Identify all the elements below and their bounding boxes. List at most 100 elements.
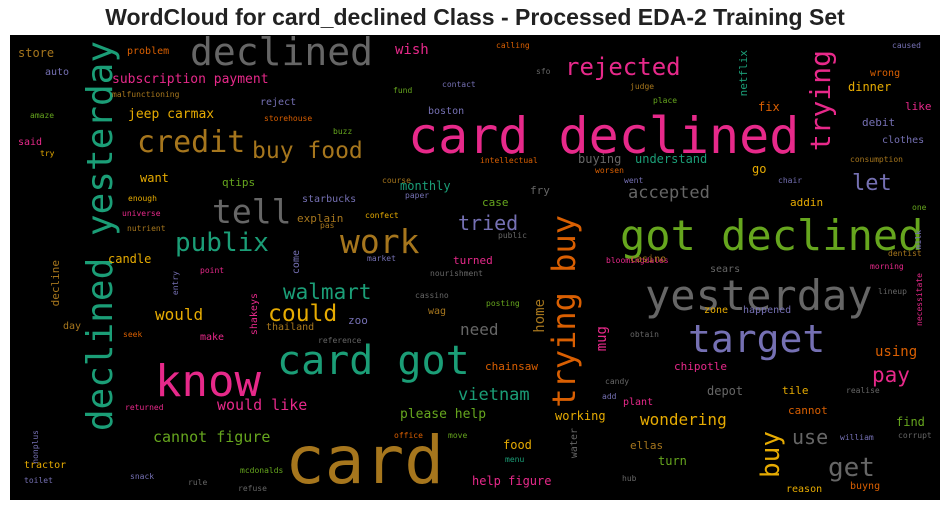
word-zoo: zoo (348, 314, 368, 327)
word-explain: explain (297, 212, 344, 225)
word-depot: depot (707, 384, 744, 398)
word-got-declined: got declined (620, 211, 924, 260)
word-work: work (340, 222, 420, 261)
word-buy: buy (756, 431, 786, 478)
word-card-got: card got (277, 338, 470, 384)
word-please-help: please help (400, 407, 487, 422)
word-morning: morning (870, 262, 904, 271)
word-come: come (291, 250, 302, 275)
word-case: case (482, 196, 509, 209)
word-understand: understand (635, 152, 708, 166)
word-pay: pay (872, 363, 910, 387)
word-hub: hub (622, 474, 637, 483)
word-caused: caused (892, 41, 921, 50)
word-water: water (569, 428, 580, 459)
word-auto: auto (45, 67, 70, 78)
word-boston: boston (428, 106, 465, 117)
word-buyng: buyng (850, 481, 881, 492)
word-move: move (448, 431, 468, 440)
word-plant: plant (623, 397, 654, 408)
word-dentist: dentist (888, 249, 922, 258)
word-store: store (18, 46, 55, 60)
word-market: market (367, 254, 396, 263)
word-could: could (268, 301, 338, 327)
word-use: use (792, 425, 829, 449)
word-chipotle: chipotle (674, 360, 727, 373)
word-card: card (285, 422, 444, 499)
word-cassino: cassino (415, 291, 449, 300)
word-buzz: buzz (333, 127, 353, 136)
word-tile: tile (782, 384, 809, 397)
word-course: course (382, 176, 411, 185)
word-posting: posting (486, 299, 520, 308)
word-decline: decline (49, 260, 62, 307)
word-make: make (200, 332, 225, 343)
word-vietnam: vietnam (458, 385, 530, 405)
word-mcdonalds: mcdonalds (240, 466, 284, 475)
word-walmart: walmart (283, 280, 372, 304)
word-worsen: worsen (595, 166, 624, 175)
word-universe: universe (122, 209, 161, 218)
word-corrupt: corrupt (898, 431, 932, 440)
word-working: working (555, 409, 606, 423)
word-card-declined: card declined (408, 107, 800, 165)
word-intellectual: intellectual (480, 156, 538, 165)
word-point: point (200, 266, 225, 275)
word-amaze: amaze (30, 111, 55, 120)
word-would: would (155, 305, 204, 324)
word-turn: turn (658, 454, 687, 468)
word-dinner: dinner (848, 80, 892, 94)
word-bloomingdales: bloomingdales (606, 256, 669, 265)
word-storehouse: storehouse (264, 114, 313, 123)
word-nutrient: nutrient (127, 224, 166, 233)
word-said: said (18, 137, 43, 148)
word-add: add (602, 392, 617, 401)
word-go: go (752, 162, 767, 176)
word-try: try (40, 149, 55, 158)
word-milk: milk (914, 230, 923, 250)
word-obtain: obtain (630, 330, 659, 339)
word-judge: judge (630, 82, 655, 91)
word-ellas: ellas (630, 439, 664, 452)
wordcloud-canvas: card card declined got declined yesterda… (10, 35, 940, 500)
word-sfo: sfo (536, 67, 551, 76)
word-reason: reason (786, 484, 823, 495)
word-addin: addin (790, 196, 824, 209)
word-office: office (394, 431, 423, 440)
word-sears: sears (710, 264, 741, 275)
word-malfunctioning: malfunctioning (112, 90, 180, 99)
word-rule: rule (188, 478, 208, 487)
word-pas: pas (320, 221, 335, 230)
word-confect: confect (365, 211, 399, 220)
word-toilet: toilet (24, 476, 53, 485)
word-happened: happened (743, 305, 792, 316)
word-turned: turned (453, 254, 493, 267)
word-declined-yesterday: declined yesterday (80, 41, 121, 432)
word-wrong: wrong (870, 68, 901, 79)
word-food: food (503, 438, 532, 452)
word-buying: buying (578, 152, 622, 166)
word-yesterday: yesterday (645, 271, 873, 320)
word-shakeys: shakeys (249, 293, 260, 336)
word-would-like: would like (217, 396, 308, 414)
word-consumption: consumption (850, 155, 903, 164)
word-fix: fix (758, 100, 780, 114)
word-like: like (905, 100, 932, 113)
word-calling: calling (496, 41, 530, 50)
word-necessitate: necessitate (915, 273, 924, 326)
word-wondering: wondering (640, 410, 727, 429)
word-one: one (912, 203, 927, 212)
word-nonplus: nonplus (31, 430, 40, 464)
word-casino: casino (630, 254, 667, 265)
word-monthly: monthly (400, 179, 451, 193)
word-zone: zone (704, 305, 729, 316)
word-contact: contact (442, 80, 476, 89)
word-place: place (653, 96, 678, 105)
word-jeep-carmax: jeep carmax (128, 107, 215, 122)
word-trying: trying (804, 50, 837, 152)
word-returned: returned (125, 403, 164, 412)
word-get: get (828, 453, 875, 483)
word-seek: seek (123, 330, 143, 339)
word-candle: candle (108, 252, 152, 266)
word-tell: tell (212, 192, 292, 231)
